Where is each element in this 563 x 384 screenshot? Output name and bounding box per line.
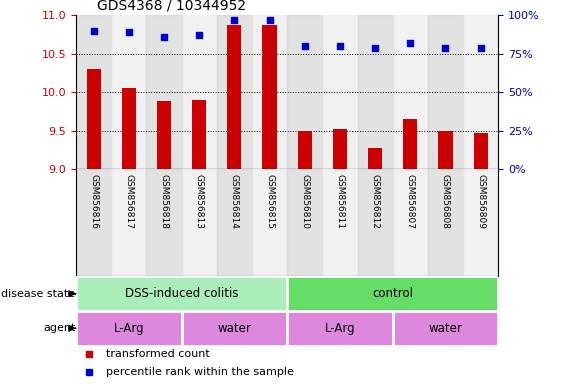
Point: [476, 45, 485, 51]
Bar: [76, 311, 181, 346]
Bar: [358, 169, 393, 276]
Bar: [111, 15, 146, 169]
Bar: [146, 15, 181, 169]
Point: [124, 29, 133, 35]
Text: GSM856815: GSM856815: [265, 174, 274, 229]
Text: percentile rank within the sample: percentile rank within the sample: [106, 366, 293, 377]
Bar: [217, 169, 252, 276]
Bar: [227, 25, 242, 169]
Bar: [368, 148, 382, 169]
Point: [370, 45, 379, 51]
Text: water: water: [428, 322, 462, 335]
Bar: [192, 100, 206, 169]
Point: [441, 45, 450, 51]
Text: GSM856810: GSM856810: [300, 174, 309, 229]
Text: agent: agent: [43, 323, 75, 333]
Bar: [76, 15, 111, 169]
Bar: [111, 169, 146, 276]
Text: DSS-induced colitis: DSS-induced colitis: [125, 287, 238, 300]
Bar: [322, 15, 358, 169]
Text: GSM856817: GSM856817: [124, 174, 133, 229]
Text: GSM856811: GSM856811: [336, 174, 345, 229]
Point: [406, 40, 415, 46]
Bar: [181, 169, 217, 276]
Text: GSM856812: GSM856812: [370, 174, 379, 229]
Text: GSM856816: GSM856816: [89, 174, 98, 229]
Bar: [287, 15, 322, 169]
Text: disease state: disease state: [1, 289, 75, 299]
Bar: [393, 169, 428, 276]
Bar: [428, 169, 463, 276]
Point: [336, 43, 345, 49]
Point: [89, 28, 98, 34]
Bar: [122, 88, 136, 169]
Bar: [181, 15, 217, 169]
Text: control: control: [372, 287, 413, 300]
Point: [300, 43, 309, 49]
Bar: [181, 311, 287, 346]
Bar: [393, 15, 428, 169]
Bar: [252, 15, 287, 169]
Bar: [217, 15, 252, 169]
Bar: [76, 169, 111, 276]
Text: GSM856818: GSM856818: [159, 174, 168, 229]
Point: [230, 17, 239, 23]
Text: GDS4368 / 10344952: GDS4368 / 10344952: [97, 0, 246, 13]
Bar: [252, 169, 287, 276]
Bar: [146, 169, 181, 276]
Bar: [439, 131, 453, 169]
Bar: [287, 311, 393, 346]
Point: [195, 32, 204, 38]
Text: GSM856809: GSM856809: [476, 174, 485, 229]
Bar: [298, 131, 312, 169]
Bar: [403, 119, 417, 169]
Bar: [463, 169, 498, 276]
Bar: [287, 169, 322, 276]
Bar: [262, 25, 276, 169]
Text: L-Arg: L-Arg: [325, 322, 355, 335]
Bar: [333, 129, 347, 169]
Bar: [393, 311, 498, 346]
Bar: [473, 133, 488, 169]
Bar: [287, 276, 498, 311]
Bar: [463, 15, 498, 169]
Point: [265, 17, 274, 23]
Bar: [157, 101, 171, 169]
Text: transformed count: transformed count: [106, 349, 209, 359]
Bar: [76, 276, 287, 311]
Bar: [322, 169, 358, 276]
Text: L-Arg: L-Arg: [114, 322, 144, 335]
Text: GSM856814: GSM856814: [230, 174, 239, 229]
Text: GSM856813: GSM856813: [195, 174, 204, 229]
Text: GSM856808: GSM856808: [441, 174, 450, 229]
Point: [159, 34, 168, 40]
Bar: [358, 15, 393, 169]
Bar: [87, 69, 101, 169]
Text: water: water: [217, 322, 251, 335]
Bar: [428, 15, 463, 169]
Text: GSM856807: GSM856807: [406, 174, 415, 229]
